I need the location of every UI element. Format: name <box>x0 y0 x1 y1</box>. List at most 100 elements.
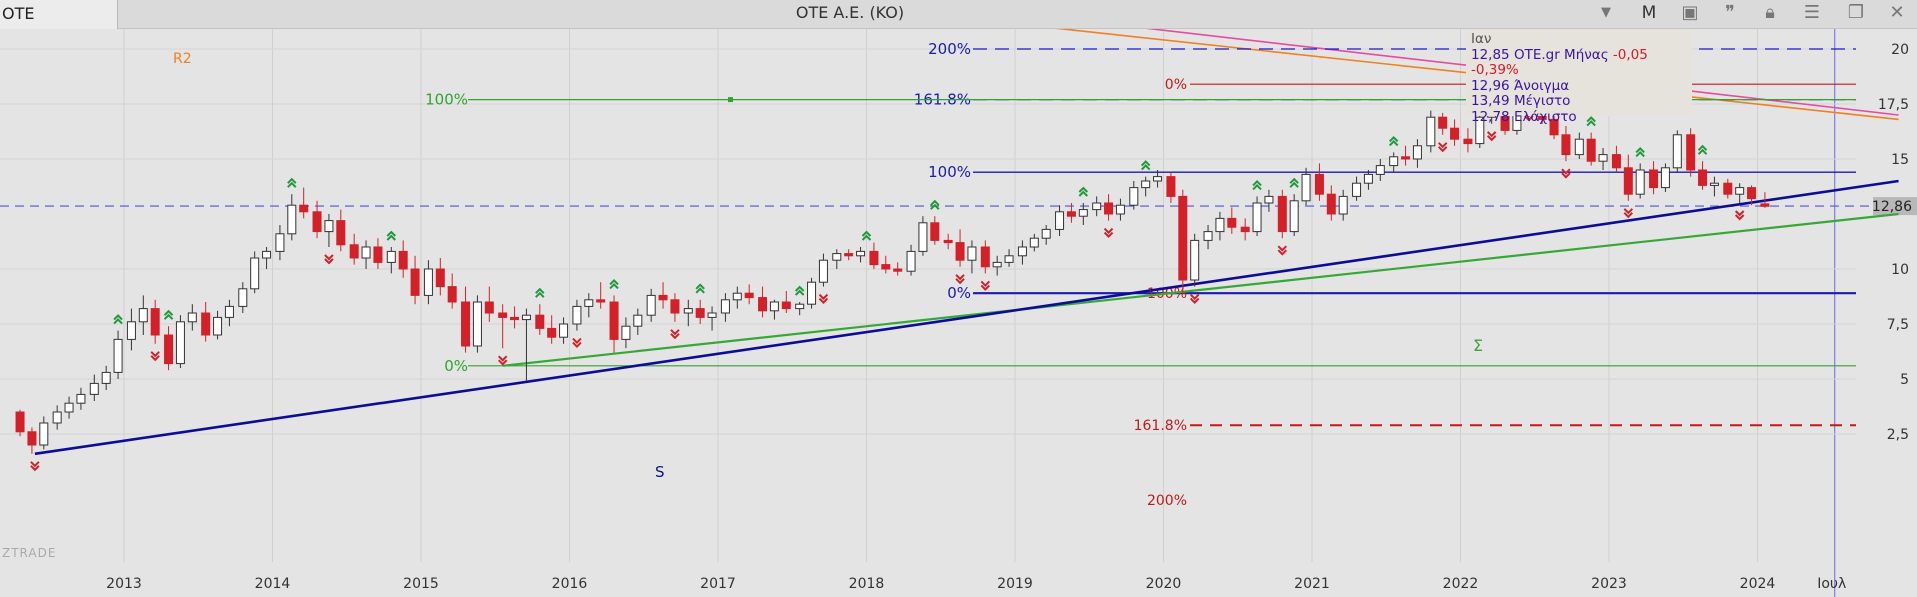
candle-up <box>1252 202 1262 233</box>
candle-down <box>1066 211 1076 217</box>
current-price-label: 12,86 <box>1872 199 1912 215</box>
candle-up <box>1412 145 1422 160</box>
x-tick-label: 2017 <box>700 576 736 592</box>
candle-up <box>769 301 779 312</box>
candle-up <box>262 250 272 259</box>
x-tick-label: 2018 <box>849 576 885 592</box>
buy-signal-icon <box>861 230 872 241</box>
candle-down <box>744 292 754 299</box>
sell-signal-icon <box>1623 208 1634 219</box>
fib-blue-label: 200% <box>928 40 971 58</box>
buy-signal-icon <box>287 177 297 188</box>
candle-down <box>349 244 359 259</box>
sell-signal-icon <box>150 351 160 362</box>
trendline-label: S <box>655 463 665 481</box>
candle-up <box>1203 231 1213 241</box>
candle-up <box>175 321 185 365</box>
sell-signal-icon <box>572 337 582 349</box>
candle-down <box>609 301 619 340</box>
candle-up <box>89 382 99 395</box>
candle-up <box>807 281 817 305</box>
candle-down <box>1314 173 1324 195</box>
candle-up <box>1129 187 1139 206</box>
candle-down <box>164 334 174 365</box>
candle-down <box>1227 217 1237 228</box>
info-period: Ιαν <box>1471 31 1492 47</box>
candle-down <box>695 308 705 318</box>
candle-down <box>1698 169 1708 186</box>
x-tick-label: 2020 <box>1146 576 1182 592</box>
ohlc-info-box: Ιαν 12,85 OTE.gr Μήνας -0,05 -0,39% 12,9… <box>1466 29 1692 124</box>
close-icon[interactable]: ✕ <box>1889 2 1905 23</box>
candle-up <box>1426 116 1436 147</box>
buy-signal-icon <box>930 199 940 210</box>
candle-up <box>1141 180 1151 189</box>
candle-up <box>1709 182 1719 186</box>
sell-signal-icon <box>497 355 508 366</box>
chart-title: OTE A.E. (KO) <box>795 3 905 22</box>
fib-blue-label: 0% <box>947 284 971 302</box>
chart-background <box>0 29 1917 597</box>
info-open: 12,96 Άνοιγμα <box>1471 77 1570 94</box>
candle-down <box>943 239 953 244</box>
candle-down <box>398 250 408 270</box>
sell-signal-icon <box>980 280 991 291</box>
buy-signal-icon <box>1388 135 1399 147</box>
candle-up <box>1635 169 1645 195</box>
candle-up <box>707 312 717 318</box>
candle-up <box>1475 116 1485 145</box>
candle-up <box>1017 246 1027 257</box>
sell-signal-icon <box>1103 227 1114 239</box>
window-icon[interactable]: ▣ <box>1681 2 1699 23</box>
candle-up <box>224 305 234 318</box>
candle-up <box>126 321 136 340</box>
symbol-field[interactable]: OTE <box>0 0 118 29</box>
info-change: -0,05 -0,39% <box>1471 46 1648 78</box>
sell-signal-icon <box>1437 142 1448 153</box>
candle-up <box>1215 217 1225 233</box>
candle-up <box>187 312 197 323</box>
x-tick-label: 2021 <box>1294 576 1330 592</box>
y-tick-label: 20 <box>1891 42 1909 58</box>
candle-down <box>1240 226 1250 233</box>
candle-up <box>1375 165 1385 175</box>
y-tick-label: 5 <box>1900 372 1909 388</box>
menu-icon[interactable]: ☰ <box>1803 2 1821 23</box>
candle-down <box>299 204 309 213</box>
buy-signal-icon <box>609 278 619 290</box>
candle-up <box>1598 154 1608 162</box>
candle-up <box>918 222 928 252</box>
candle-down <box>1166 176 1176 197</box>
lock-icon[interactable]: 🔒︎ <box>1765 2 1775 23</box>
chevron-down-icon[interactable]: ▼ <box>1601 5 1611 20</box>
candle-down <box>893 268 903 272</box>
candle-up <box>559 323 569 338</box>
candle-up <box>423 268 433 296</box>
fib-green-anchor <box>728 97 733 103</box>
restore-icon[interactable]: ❐ <box>1847 2 1865 23</box>
candle-up <box>1029 237 1039 248</box>
candle-up <box>1352 182 1362 197</box>
fib-red-label: 0% <box>1165 77 1187 93</box>
sell-signal-icon <box>324 254 334 265</box>
candle-up <box>361 246 371 259</box>
candle-up <box>113 338 123 373</box>
buy-signal-icon <box>1586 116 1596 127</box>
candle-down <box>1463 138 1473 145</box>
candle-up <box>906 250 916 272</box>
candle-up <box>1115 204 1125 215</box>
candle-down <box>1438 116 1448 129</box>
candle-up <box>324 220 334 233</box>
candle-down <box>1586 138 1596 162</box>
candle-down <box>869 250 879 266</box>
candle-down <box>844 253 854 257</box>
sell-signal-icon <box>818 293 829 305</box>
x-tick-label: 2014 <box>255 576 291 592</box>
candle-down <box>658 294 668 301</box>
info-close-value: 12,85 <box>1471 46 1510 63</box>
comment-icon[interactable]: ❞ <box>1725 2 1735 23</box>
sell-signal-icon <box>1277 245 1288 256</box>
period-button[interactable]: M <box>1641 3 1657 23</box>
candle-down <box>547 327 557 338</box>
title-bar: OTE OTE A.E. (KO) ▼ M ▣ ❞ 🔒︎ ☰ ❐ ✕ <box>0 0 1917 29</box>
